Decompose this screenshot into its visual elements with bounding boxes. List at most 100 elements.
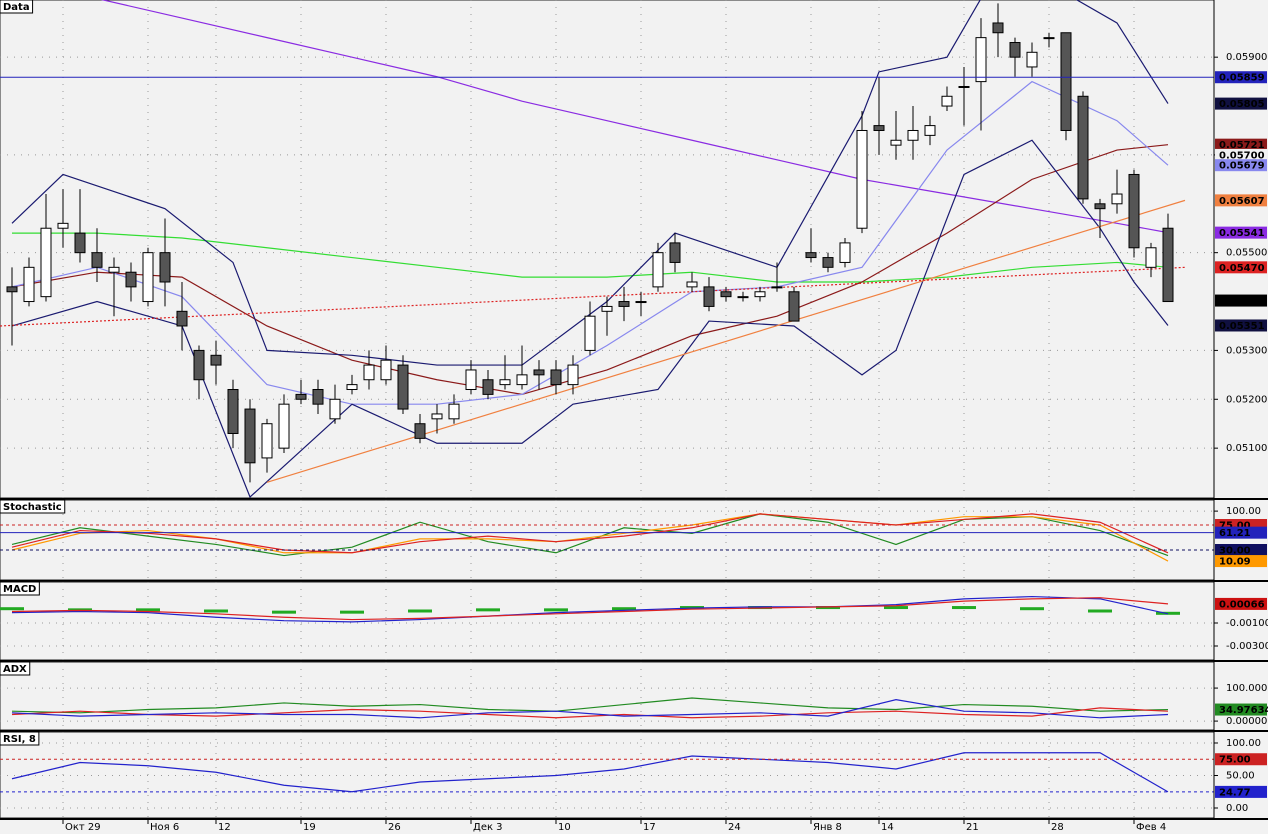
candle-body — [125, 271, 137, 288]
candle-body — [584, 315, 596, 351]
candle-body — [193, 349, 205, 381]
price-tag-label: 34.97634 — [1219, 705, 1268, 716]
candle-body — [448, 403, 460, 420]
x-tick-label: 19 — [303, 822, 316, 833]
indicator-line — [11, 80, 1169, 405]
histogram-dash — [204, 609, 228, 613]
indicator-line — [11, 597, 1169, 621]
x-tick-label: 17 — [643, 822, 656, 833]
histogram-dash — [1088, 609, 1112, 613]
candle-body — [907, 129, 919, 141]
panel-title: Stochastic — [3, 502, 62, 513]
price-tag-label: 30.00 — [1219, 546, 1251, 557]
candle-body — [618, 301, 630, 307]
histogram-dash — [476, 608, 500, 612]
candle-body — [1094, 203, 1106, 210]
candle-body — [431, 413, 443, 420]
y-tick-label: 0.05900 — [1226, 52, 1267, 63]
histogram-dash — [952, 606, 976, 610]
indicator-line — [11, 0, 1169, 366]
candle-body — [669, 242, 681, 263]
candle-body — [703, 286, 715, 307]
candle-body — [40, 227, 52, 298]
y-tick-label: -0.00100 — [1226, 618, 1268, 629]
y-tick-label: 50.00 — [1226, 770, 1255, 781]
indicator-line — [11, 513, 1169, 554]
candle-body — [380, 359, 392, 381]
candle-body — [822, 257, 834, 268]
price-tag-label: 0.05721 — [1219, 140, 1265, 151]
indicator-line — [11, 139, 1169, 499]
panel-title-box — [0, 0, 34, 14]
candle-body — [6, 286, 18, 293]
price-tag-label: 0.05402 — [1219, 296, 1265, 307]
indicator-line — [12, 232, 1169, 283]
panel-title-box — [0, 731, 40, 746]
price-tag-label: 24.77 — [1219, 787, 1251, 798]
price-tag-label: 0.05541 — [1219, 228, 1265, 239]
candle-body — [329, 398, 341, 420]
price-tag — [1215, 71, 1267, 84]
candle-body — [992, 22, 1004, 34]
candle-body — [1145, 247, 1157, 268]
price-tag-label: 61.21 — [1219, 528, 1251, 539]
candle-body — [363, 364, 375, 381]
candle-body — [414, 423, 426, 439]
candle-body — [856, 129, 868, 229]
indicator-line — [11, 595, 1169, 623]
histogram-dash — [0, 607, 24, 611]
price-tag-label: 0.05700 — [1219, 150, 1265, 161]
y-tick-label: 100.00 — [1226, 738, 1261, 749]
candle-body — [1111, 193, 1123, 205]
price-tag — [1215, 97, 1267, 110]
price-tag — [1215, 138, 1267, 151]
histogram-dash — [136, 608, 160, 612]
y-tick-label: -0.00300 — [1226, 641, 1268, 652]
price-tag — [1215, 159, 1267, 172]
candle-body — [805, 252, 817, 259]
price-tag — [1215, 226, 1267, 239]
price-tag — [1215, 597, 1267, 610]
price-tag-label: 75.00 — [1219, 755, 1251, 766]
x-tick-label: 12 — [218, 822, 231, 833]
candle-body — [210, 354, 222, 366]
y-tick-label: 0.00 — [1226, 803, 1248, 814]
candle-body — [261, 423, 273, 459]
candle-body — [737, 296, 749, 299]
histogram-dash — [1020, 607, 1044, 611]
histogram-dash — [340, 610, 364, 614]
candle-body — [244, 408, 256, 464]
candle-body — [312, 389, 324, 405]
price-tag-label: 10.09 — [1219, 557, 1251, 568]
candle-body — [788, 291, 800, 322]
candle-body — [533, 369, 545, 376]
price-tag — [1215, 261, 1267, 274]
price-tag-label: 0.05679 — [1219, 161, 1265, 172]
candle-body — [482, 379, 494, 395]
panel — [0, 0, 1215, 499]
candle-body — [1162, 227, 1174, 303]
candle-body — [652, 252, 664, 288]
candle-body — [91, 252, 103, 268]
price-tag-label: 0.05351 — [1219, 321, 1265, 332]
y-tick-label: 0.05300 — [1226, 345, 1267, 356]
x-tick-label: Дек 3 — [473, 822, 503, 833]
candle-body — [108, 266, 120, 273]
candle-body — [771, 286, 783, 289]
candle-body — [295, 393, 307, 400]
candle-body — [958, 86, 970, 89]
candle-body — [1077, 95, 1089, 200]
candle-body — [1043, 37, 1055, 40]
price-tag — [1215, 319, 1267, 332]
price-tag — [1215, 555, 1267, 568]
y-tick-label: 0.00000 — [1226, 716, 1267, 727]
histogram-dash — [816, 606, 840, 610]
price-tag — [1215, 294, 1267, 307]
price-tag-label: 0.05805 — [1219, 99, 1265, 110]
price-tag — [1215, 194, 1267, 207]
indicator-line — [11, 752, 1169, 793]
x-tick-label: Окт 29 — [65, 822, 101, 833]
panel — [0, 499, 1215, 581]
candle-body — [142, 252, 154, 303]
price-tag — [1215, 785, 1267, 798]
